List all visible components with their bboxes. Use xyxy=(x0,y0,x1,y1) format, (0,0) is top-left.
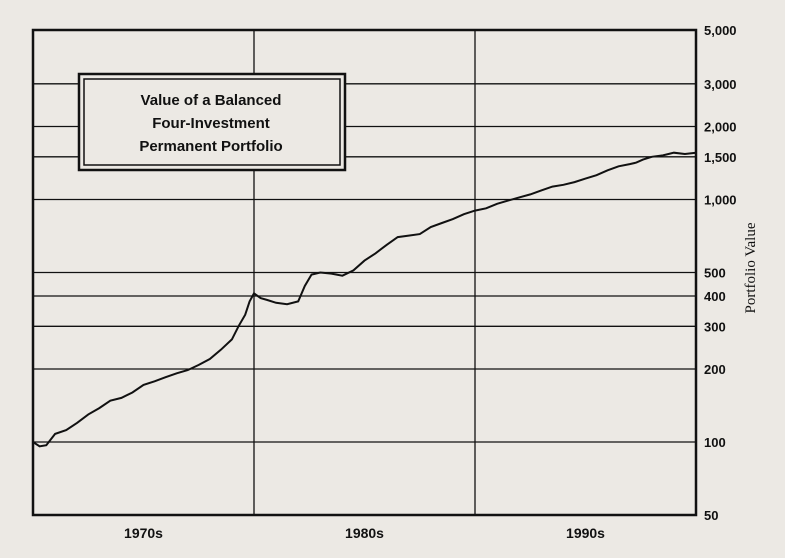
x-tick-labels: 1970s 1980s 1990s xyxy=(124,525,605,541)
y-tick-label: 2,000 xyxy=(704,120,737,135)
chart-title-box: Value of a Balanced Four-Investment Perm… xyxy=(77,72,347,172)
chart-title-line-2: Four-Investment xyxy=(152,115,270,132)
title-box-inner-frame xyxy=(83,78,341,166)
y-tick-labels: 50 100 200 300 400 500 1,000 1,500 2,000 3,000 5,0… xyxy=(704,23,737,523)
y-tick-label: 500 xyxy=(704,266,726,281)
x-tick-label: 1970s xyxy=(124,525,163,541)
y-tick-label: 1,500 xyxy=(704,150,737,165)
y-tick-label: 200 xyxy=(704,362,726,377)
y-tick-label: 100 xyxy=(704,435,726,450)
title-box-frame xyxy=(77,72,347,172)
y-tick-label: 300 xyxy=(704,319,726,334)
chart-title-line-1: Value of a Balanced xyxy=(141,92,282,109)
y-axis-label: Portfolio Value xyxy=(743,222,759,313)
x-tick-label: 1980s xyxy=(345,525,384,541)
y-tick-label: 1,000 xyxy=(704,193,737,208)
series-line xyxy=(32,151,697,448)
plot-frame xyxy=(31,28,698,517)
y-tick-label: 3,000 xyxy=(704,77,737,92)
y-tick-label: 50 xyxy=(704,508,718,523)
x-tick-label: 1990s xyxy=(566,525,605,541)
y-tick-label: 400 xyxy=(704,289,726,304)
y-tick-label: 5,000 xyxy=(704,23,737,38)
chart-title-line-3: Permanent Portfolio xyxy=(139,138,282,155)
